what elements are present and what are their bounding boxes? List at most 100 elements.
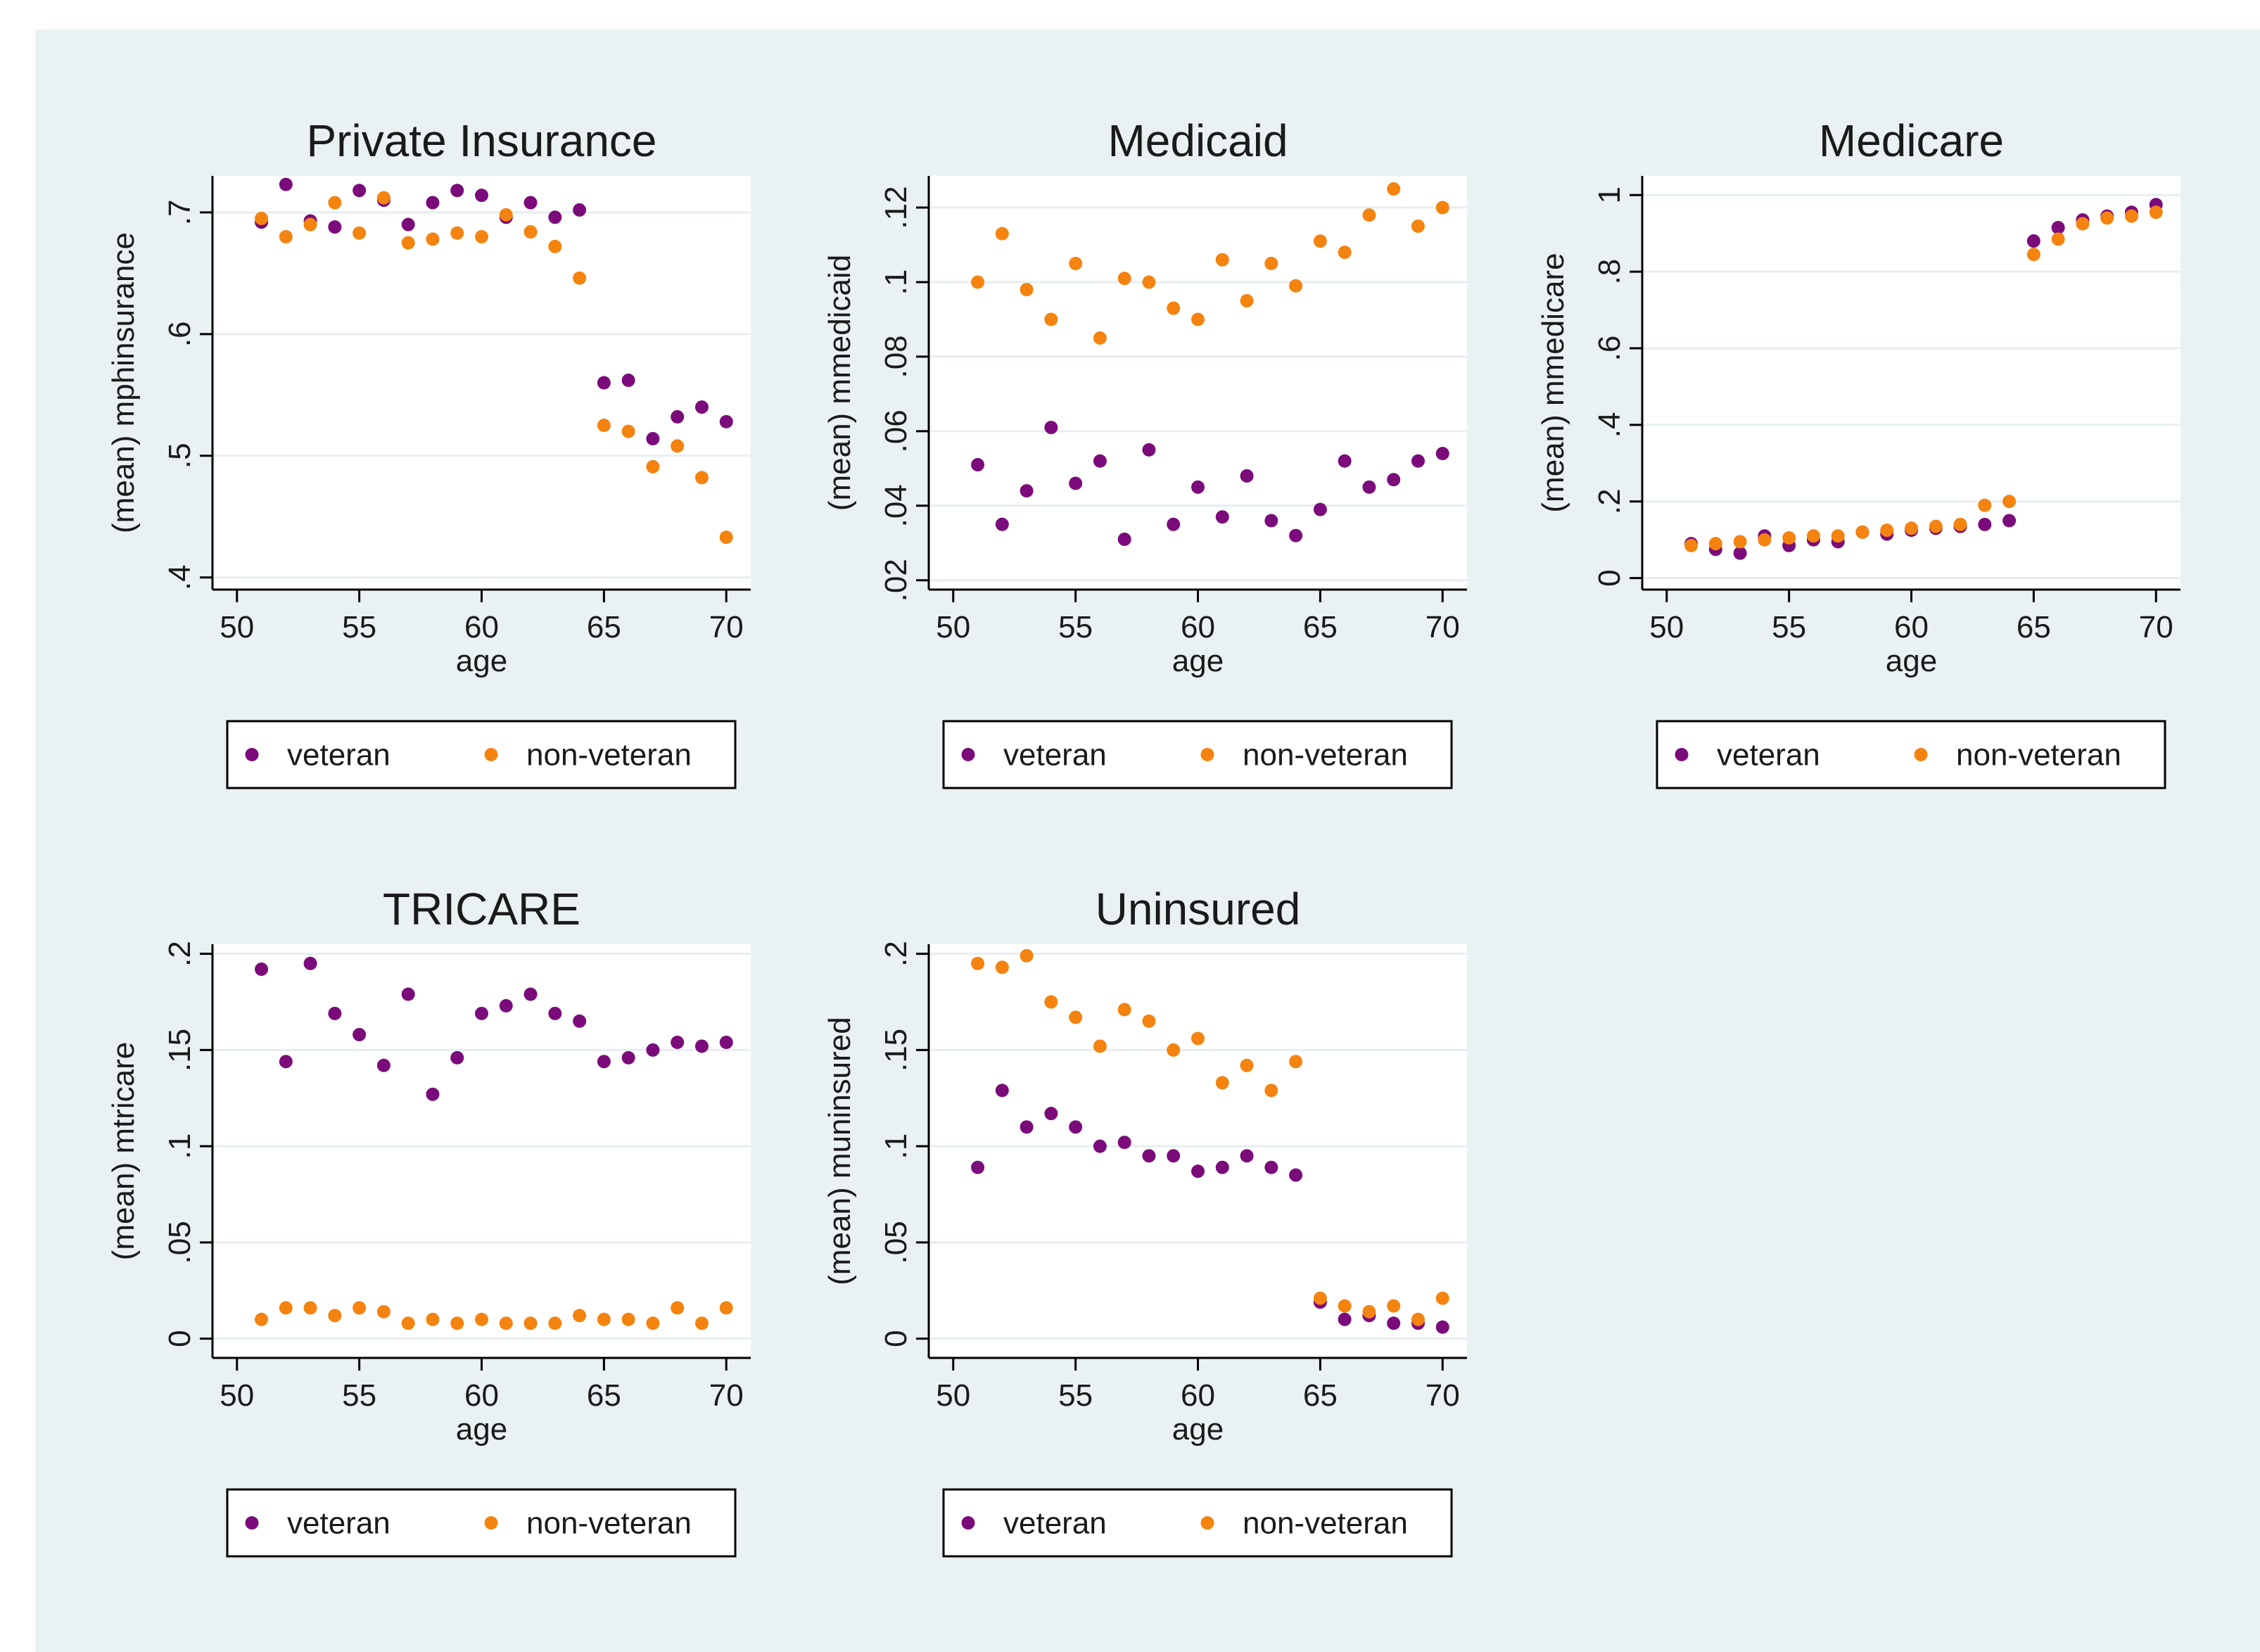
legend-label: non-veteran: [526, 1506, 692, 1541]
data-point: [1338, 1312, 1352, 1326]
data-point: [1978, 498, 1992, 512]
panel-private-insurance: Private Insurance 50 55 60 65 70 .4 .5 .6 .7 age (m…: [106, 115, 751, 789]
data-point: [1142, 443, 1156, 457]
y-tick-label: .1: [879, 269, 913, 296]
data-point: [328, 196, 342, 210]
y-tick-label: .2: [1592, 488, 1627, 514]
series-non-veteran: [971, 948, 1449, 1326]
data-point: [450, 184, 464, 198]
legend-marker: [1914, 748, 1928, 761]
data-point: [1733, 546, 1747, 560]
series-non-veteran: [255, 191, 733, 545]
y-tick-label: .7: [163, 200, 197, 226]
x-axis-title: age: [1172, 1412, 1224, 1447]
chart-title: Private Insurance: [306, 115, 656, 166]
x-tick-label: 55: [342, 1378, 376, 1413]
data-point: [523, 196, 538, 210]
data-point: [426, 1087, 440, 1101]
legend-marker: [1675, 748, 1689, 761]
data-point: [303, 1301, 317, 1315]
data-point: [1093, 331, 1107, 345]
legend-box: [1656, 720, 2166, 789]
data-point: [1313, 1291, 1327, 1305]
panel-medicare: Medicare 50 55 60 65 70 0 .2 .4 .6 .8 1 age (mean) mm…: [1536, 115, 2180, 789]
data-point: [376, 1058, 391, 1072]
data-point: [1117, 272, 1131, 286]
legend-marker: [245, 748, 259, 761]
x-tick-label: 50: [220, 1378, 254, 1413]
x-tick-label: 50: [1649, 610, 1684, 644]
data-point: [426, 232, 440, 246]
data-point: [1806, 529, 1820, 543]
data-point: [548, 1006, 562, 1020]
data-point: [597, 1312, 611, 1326]
x-tick-label: 70: [709, 1378, 744, 1413]
data-point: [548, 239, 562, 253]
x-axis-title: age: [1886, 644, 1937, 678]
data-point: [1044, 421, 1058, 435]
data-point: [1117, 1136, 1131, 1150]
legend-box: [942, 720, 1453, 789]
data-point: [2002, 495, 2017, 509]
y-axis-title: (mean) mtricare: [106, 1042, 141, 1261]
y-axis-title: (mean) mmedicare: [1536, 253, 1570, 512]
data-point: [971, 458, 985, 472]
data-point: [1191, 312, 1205, 326]
data-point: [1167, 1043, 1181, 1057]
x-tick-label: 55: [1772, 610, 1806, 644]
x-tick-label: 60: [1181, 1378, 1215, 1413]
data-point: [573, 1014, 587, 1028]
y-tick-label: .4: [1592, 412, 1627, 438]
data-point: [499, 999, 513, 1013]
data-point: [671, 1301, 685, 1315]
data-point: [719, 1035, 733, 1049]
data-point: [694, 1039, 709, 1053]
x-tick-label: 55: [1058, 610, 1093, 644]
data-point: [1953, 517, 1967, 531]
data-point: [1215, 253, 1229, 267]
data-point: [1240, 1149, 1254, 1163]
data-point: [1240, 293, 1254, 307]
legend-box: [226, 1488, 737, 1558]
data-point: [450, 226, 464, 240]
data-point: [1191, 480, 1205, 494]
legend-label: veteran: [1003, 738, 1107, 773]
data-point: [1093, 1139, 1107, 1153]
data-point: [523, 225, 538, 239]
x-tick-label: 50: [936, 1378, 970, 1413]
legend-box: [942, 1488, 1453, 1558]
data-point: [621, 424, 635, 438]
data-point: [1044, 995, 1058, 1009]
data-point: [1020, 1120, 1034, 1134]
data-point: [1362, 208, 1376, 222]
data-point: [1020, 948, 1034, 962]
y-tick-label: .06: [879, 409, 913, 452]
data-point: [426, 196, 440, 210]
y-axis-title: (mean) mmedicaid: [823, 255, 857, 511]
data-point: [1191, 1031, 1205, 1046]
data-point: [2026, 248, 2040, 262]
x-tick-label: 65: [587, 1378, 621, 1413]
data-point: [971, 275, 985, 289]
data-point: [1069, 1010, 1083, 1024]
data-point: [1929, 519, 1943, 533]
data-point: [573, 1309, 587, 1323]
y-tick-label: .1: [879, 1133, 913, 1159]
legend-marker: [245, 1516, 259, 1530]
data-point: [303, 956, 317, 970]
data-point: [1142, 275, 1156, 289]
legend-marker: [1200, 1516, 1214, 1530]
x-tick-label: 55: [1058, 1378, 1093, 1413]
data-point: [621, 374, 635, 388]
legend-marker: [1200, 748, 1214, 761]
data-point: [1435, 1291, 1449, 1305]
legend-marker: [961, 1516, 975, 1530]
legend-label: veteran: [287, 738, 391, 773]
y-tick-label: 0: [1592, 569, 1627, 586]
series-non-veteran: [255, 1301, 733, 1330]
data-point: [1289, 1168, 1303, 1182]
data-point: [523, 1316, 538, 1330]
data-point: [2149, 205, 2163, 220]
y-tick-label: .6: [1592, 336, 1627, 362]
